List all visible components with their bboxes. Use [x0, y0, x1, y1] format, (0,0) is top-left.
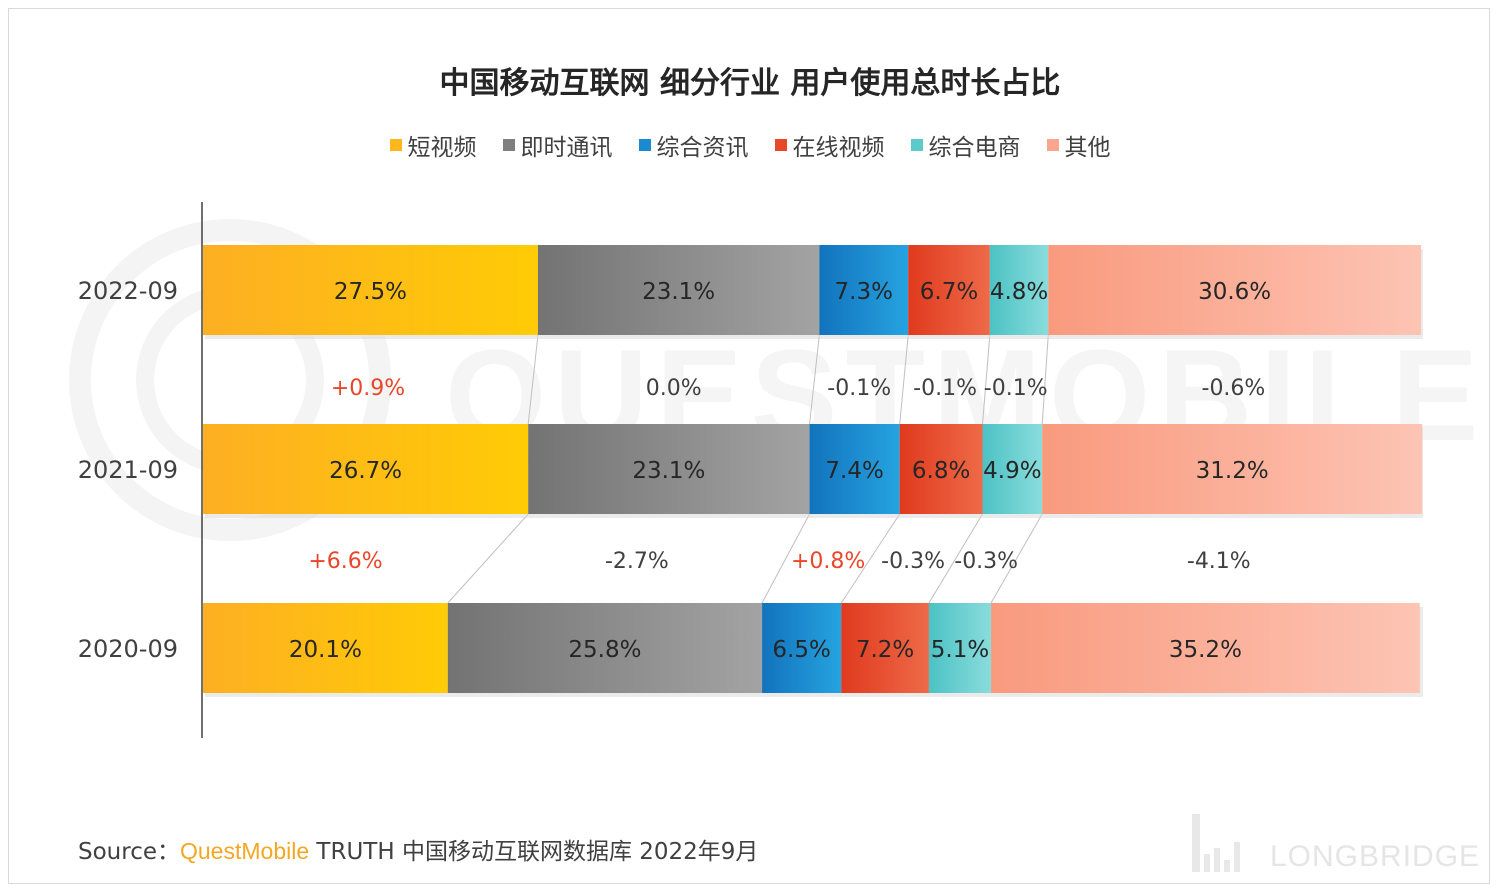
data-label: 7.3%	[835, 279, 893, 305]
legend-swatch	[774, 139, 787, 151]
change-label: +0.8%	[791, 549, 865, 574]
data-label: 26.7%	[329, 458, 402, 484]
bar-segment	[841, 603, 929, 693]
bar-segment	[908, 245, 990, 335]
chart-frame	[8, 8, 1490, 884]
legend-item: 其他	[1046, 128, 1111, 162]
data-label: 4.9%	[983, 458, 1041, 484]
longbridge-text: LONGBRIDGE	[1270, 840, 1481, 873]
category-label: 2022-09	[78, 277, 178, 305]
data-label: 4.8%	[990, 279, 1048, 305]
bar-segment	[809, 424, 900, 514]
connector-line	[928, 513, 983, 604]
change-label: +6.6%	[308, 549, 382, 574]
data-label: 5.1%	[931, 637, 989, 663]
bar-segment	[989, 245, 1049, 335]
data-label: 23.1%	[642, 279, 715, 305]
bar-segment	[982, 424, 1043, 514]
data-label: 6.5%	[772, 637, 830, 663]
bar-segment	[203, 603, 448, 693]
data-label: 27.5%	[334, 279, 407, 305]
source-text: TRUTH 中国移动互联网数据库 2022年9月	[309, 839, 759, 865]
connector-line	[447, 513, 529, 604]
change-label: -0.1%	[827, 376, 891, 401]
data-label: 7.2%	[856, 637, 914, 663]
bar-segment	[447, 603, 763, 693]
data-label: 35.2%	[1169, 637, 1242, 663]
longbridge-logo-icon	[1192, 814, 1240, 872]
bar-segment	[819, 245, 909, 335]
category-label: 2020-09	[78, 635, 178, 663]
change-label: -0.6%	[1202, 376, 1266, 401]
connector-line	[982, 334, 991, 425]
connector-line	[527, 334, 539, 425]
source-brand: QuestMobile	[180, 838, 310, 864]
bar-segment	[1048, 245, 1421, 335]
data-label: 6.8%	[912, 458, 970, 484]
bar-segment	[762, 603, 842, 693]
footer-source: Source：QuestMobile TRUTH 中国移动互联网数据库 2022…	[78, 832, 758, 866]
chart-title: 中国移动互联网 细分行业 用户使用总时长占比	[439, 66, 1061, 101]
bar-segment	[928, 603, 992, 693]
data-label: 7.4%	[825, 458, 883, 484]
legend-label: 综合电商	[928, 135, 1021, 161]
legend-label: 在线视频	[792, 135, 885, 161]
change-label: -0.3%	[881, 549, 945, 574]
change-label: -0.1%	[984, 376, 1048, 401]
legend-swatch	[910, 139, 923, 151]
change-label: -0.1%	[913, 376, 977, 401]
legend-label: 其他	[1064, 135, 1111, 161]
legend: 短视频 即时通讯 综合资讯 在线视频 综合电商 其他	[0, 128, 1500, 162]
connector-line	[840, 513, 901, 604]
change-label: -0.3%	[954, 549, 1018, 574]
bar-segment	[991, 603, 1420, 693]
data-label: 20.1%	[289, 637, 362, 663]
legend-swatch	[502, 139, 515, 151]
legend-swatch	[638, 139, 651, 151]
connector-line	[809, 334, 820, 425]
connector-line	[1041, 334, 1049, 425]
legend-swatch	[1046, 139, 1059, 151]
legend-item: 综合电商	[910, 128, 1021, 162]
legend-item: 短视频	[389, 128, 477, 162]
connector-line	[899, 334, 909, 425]
legend-swatch	[389, 139, 402, 151]
legend-item: 即时通讯	[502, 128, 613, 162]
connector-line	[761, 513, 811, 604]
data-label: 6.7%	[920, 279, 978, 305]
legend-label: 即时通讯	[520, 135, 613, 161]
legend-item: 在线视频	[774, 128, 885, 162]
bar-segment	[203, 424, 529, 514]
source-label: Source：	[78, 839, 180, 865]
legend-item: 综合资讯	[638, 128, 749, 162]
bar-segment	[899, 424, 983, 514]
change-label: +0.9%	[331, 376, 405, 401]
legend-label: 综合资讯	[656, 135, 749, 161]
data-label: 23.1%	[632, 458, 705, 484]
change-label: -4.1%	[1187, 549, 1251, 574]
category-label: 2021-09	[78, 456, 178, 484]
bar-segment	[203, 245, 538, 335]
bar-segment	[537, 245, 820, 335]
bar-segment	[1042, 424, 1423, 514]
data-label: 31.2%	[1196, 458, 1269, 484]
bar-segment	[528, 424, 810, 514]
connector-line	[990, 513, 1043, 604]
change-label: 0.0%	[646, 376, 702, 401]
longbridge-watermark: LONGBRIDGE	[1190, 812, 1480, 874]
data-label: 25.8%	[568, 637, 641, 663]
data-label: 30.6%	[1198, 279, 1271, 305]
legend-label: 短视频	[407, 135, 477, 161]
change-label: -2.7%	[605, 549, 669, 574]
